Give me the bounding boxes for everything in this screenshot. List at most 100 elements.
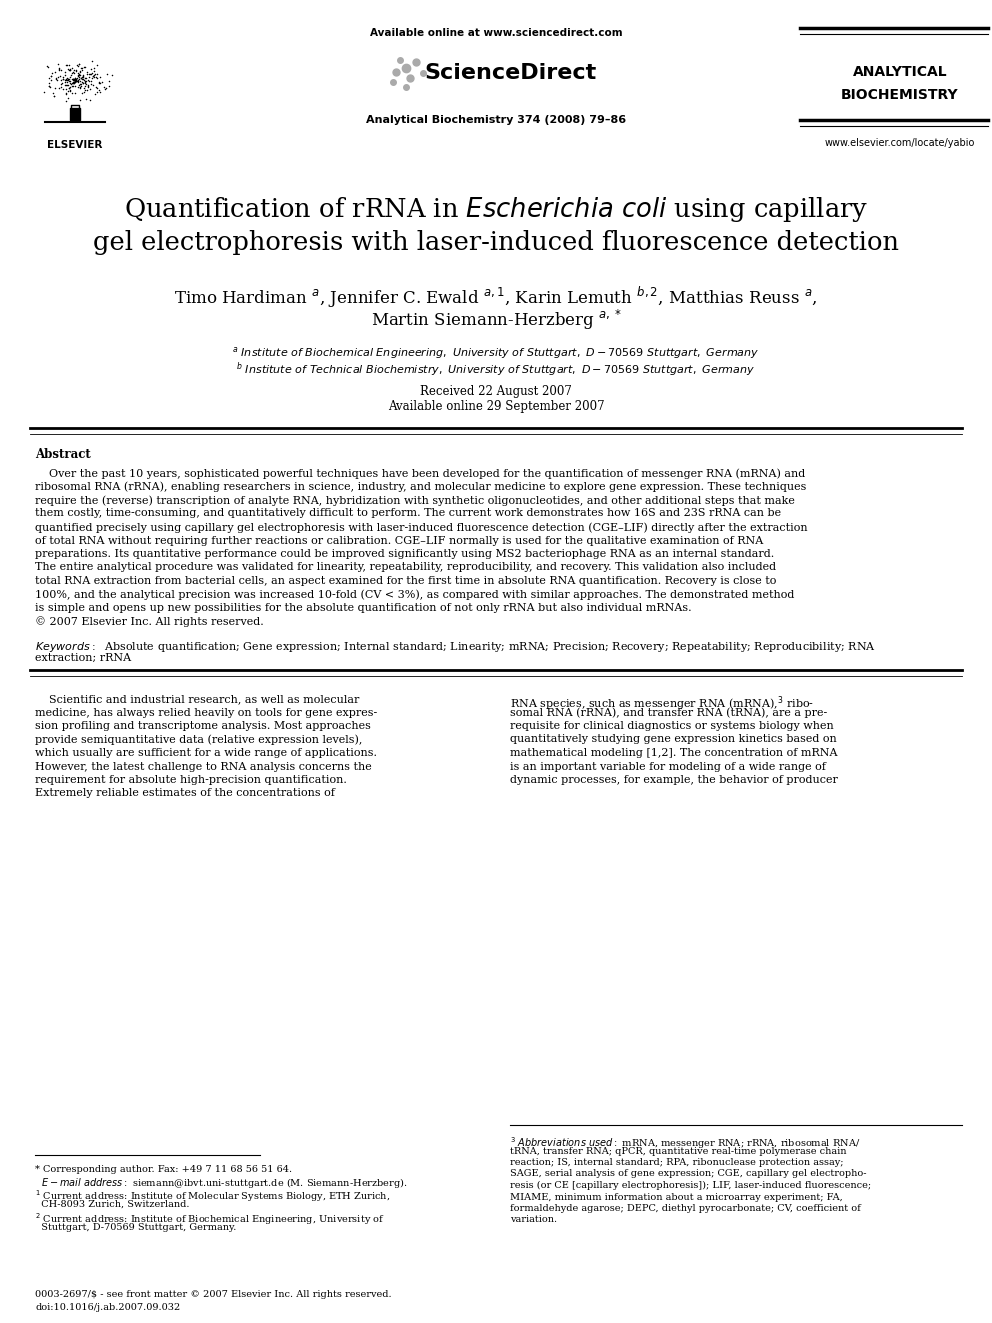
Point bbox=[68, 67, 84, 89]
Point bbox=[76, 69, 92, 90]
Point bbox=[71, 67, 87, 89]
Point bbox=[57, 71, 72, 93]
Point bbox=[59, 69, 74, 90]
Text: which usually are sufficient for a wide range of applications.: which usually are sufficient for a wide … bbox=[35, 747, 377, 758]
Point bbox=[101, 75, 117, 97]
Point bbox=[67, 70, 83, 91]
Text: resis (or CE [capillary electrophoresis]); LIF, laser-induced fluorescence;: resis (or CE [capillary electrophoresis]… bbox=[510, 1181, 871, 1191]
Text: doi:10.1016/j.ab.2007.09.032: doi:10.1016/j.ab.2007.09.032 bbox=[35, 1303, 181, 1312]
Point bbox=[93, 71, 109, 93]
Point bbox=[67, 70, 83, 91]
Point bbox=[64, 71, 80, 93]
Point bbox=[65, 71, 81, 93]
Point bbox=[73, 71, 89, 93]
Point bbox=[64, 67, 80, 89]
Point bbox=[83, 50, 99, 71]
Text: dynamic processes, for example, the behavior of producer: dynamic processes, for example, the beha… bbox=[510, 775, 838, 785]
Point bbox=[65, 73, 81, 94]
Point bbox=[70, 65, 86, 86]
Point bbox=[69, 67, 85, 89]
Point bbox=[67, 70, 83, 91]
Point bbox=[49, 69, 64, 90]
Point bbox=[70, 66, 86, 87]
Text: Abstract: Abstract bbox=[35, 448, 90, 460]
Point bbox=[76, 82, 92, 103]
Point bbox=[70, 70, 86, 91]
Point bbox=[66, 69, 82, 90]
Point bbox=[39, 56, 55, 77]
Point bbox=[42, 75, 58, 97]
Point bbox=[40, 57, 56, 78]
Point bbox=[47, 61, 62, 82]
Point bbox=[62, 70, 77, 91]
Point bbox=[62, 73, 77, 94]
Point bbox=[82, 78, 98, 99]
Text: Timo Hardiman $^{a}$, Jennifer C. Ewald $^{a,1}$, Karin Lemuth $^{b,2}$, Matthia: Timo Hardiman $^{a}$, Jennifer C. Ewald … bbox=[175, 284, 817, 310]
Point bbox=[64, 73, 80, 94]
Point bbox=[62, 66, 78, 87]
Point bbox=[69, 70, 85, 91]
Point bbox=[78, 74, 94, 95]
Point bbox=[62, 77, 77, 98]
Point bbox=[59, 82, 74, 103]
Point bbox=[62, 60, 77, 81]
Point bbox=[77, 71, 93, 93]
Point bbox=[57, 64, 72, 85]
Text: quantitatively studying gene expression kinetics based on: quantitatively studying gene expression … bbox=[510, 734, 836, 745]
Point bbox=[71, 74, 87, 95]
Point bbox=[55, 69, 70, 90]
Point bbox=[53, 65, 68, 86]
Point bbox=[81, 66, 97, 87]
Point bbox=[71, 74, 87, 95]
Point bbox=[89, 67, 105, 89]
Point bbox=[54, 77, 69, 98]
Point bbox=[80, 70, 96, 91]
Point bbox=[90, 79, 106, 101]
Text: CH-8093 Zurich, Switzerland.: CH-8093 Zurich, Switzerland. bbox=[35, 1200, 189, 1208]
Point bbox=[42, 77, 58, 98]
Text: requirement for absolute high-precision quantification.: requirement for absolute high-precision … bbox=[35, 775, 347, 785]
Point bbox=[80, 77, 96, 98]
Text: $^{3}$ $\it{Abbreviations\ used:}$ mRNA, messenger RNA; rRNA, ribosomal RNA/: $^{3}$ $\it{Abbreviations\ used:}$ mRNA,… bbox=[510, 1135, 860, 1151]
Point bbox=[61, 69, 76, 90]
Point bbox=[61, 69, 76, 90]
Text: * Corresponding author. Fax: +49 7 11 68 56 51 64.: * Corresponding author. Fax: +49 7 11 68… bbox=[35, 1166, 292, 1174]
Point bbox=[67, 82, 83, 103]
Text: mathematical modeling [1,2]. The concentration of mRNA: mathematical modeling [1,2]. The concent… bbox=[510, 747, 837, 758]
Point bbox=[66, 69, 82, 90]
Point bbox=[41, 67, 57, 89]
Point bbox=[71, 64, 87, 85]
Point bbox=[77, 75, 93, 97]
Point bbox=[87, 64, 103, 85]
Point bbox=[57, 70, 72, 91]
Point bbox=[50, 66, 65, 87]
Text: sion profiling and transcriptome analysis. Most approaches: sion profiling and transcriptome analysi… bbox=[35, 721, 371, 732]
Point bbox=[67, 69, 83, 90]
Point bbox=[43, 65, 59, 86]
Point bbox=[67, 70, 83, 91]
Point bbox=[83, 67, 99, 89]
Point bbox=[62, 70, 78, 91]
Point bbox=[103, 65, 119, 86]
Point bbox=[73, 60, 89, 81]
Point bbox=[54, 74, 69, 95]
Point bbox=[75, 66, 91, 87]
Point bbox=[67, 69, 83, 90]
Point bbox=[68, 70, 84, 91]
Point bbox=[46, 82, 62, 103]
Point bbox=[70, 56, 86, 77]
Point bbox=[61, 77, 76, 98]
Point bbox=[59, 54, 74, 75]
Point bbox=[67, 75, 83, 97]
Point bbox=[82, 70, 98, 91]
Point bbox=[66, 60, 82, 81]
Point bbox=[68, 70, 84, 91]
Point bbox=[60, 87, 75, 108]
Point bbox=[66, 69, 82, 90]
Point bbox=[89, 54, 105, 75]
Text: 0003-2697/$ - see front matter © 2007 Elsevier Inc. All rights reserved.: 0003-2697/$ - see front matter © 2007 El… bbox=[35, 1290, 392, 1299]
Point bbox=[88, 77, 104, 98]
Point bbox=[65, 62, 81, 83]
Point bbox=[54, 69, 69, 90]
Point bbox=[97, 78, 113, 99]
